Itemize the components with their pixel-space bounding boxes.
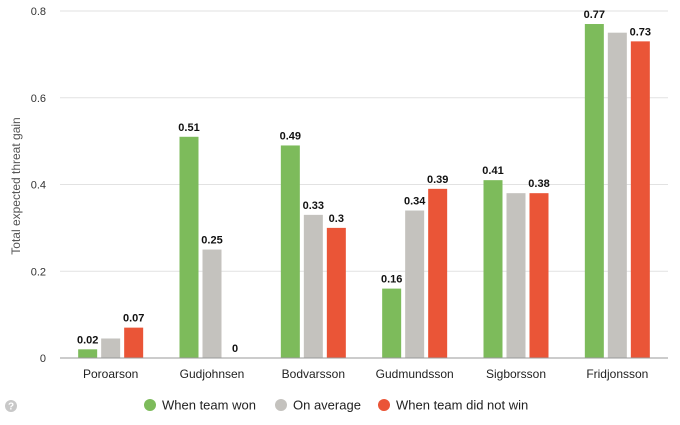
bar[interactable] [326, 227, 346, 358]
question-circle-icon[interactable]: ? [5, 400, 17, 413]
data-label: 0.33 [303, 200, 324, 212]
data-label: 0.16 [381, 274, 402, 286]
bars [78, 24, 650, 359]
x-axis-categories: Poroarson Gudjohnsen Bodvarsson Gudmundsson… [83, 367, 648, 381]
x-category-label: Gudjohnsen [180, 367, 245, 381]
grid-lines [60, 10, 668, 272]
bar[interactable] [405, 210, 425, 358]
bar[interactable] [529, 193, 549, 358]
data-label: 0.41 [482, 165, 503, 177]
data-label: 0.34 [404, 196, 426, 208]
bar[interactable] [179, 136, 199, 358]
x-category-label: Sigborsson [486, 367, 546, 381]
help-symbol: ? [8, 402, 14, 413]
x-category-label: Gudmundsson [376, 367, 454, 381]
x-category-label: Bodvarsson [282, 367, 345, 381]
data-label: 0.38 [528, 178, 549, 190]
data-label: 0.73 [630, 26, 651, 38]
y-tick-label: 0 [40, 353, 46, 365]
data-label: 0.3 [329, 213, 344, 225]
y-tick-label: 0.6 [31, 93, 46, 105]
y-axis-title: Total expected threat gain [9, 117, 23, 254]
legend-item[interactable]: On average [275, 398, 361, 413]
bar[interactable] [607, 32, 627, 358]
legend-label: When team won [162, 398, 256, 413]
legend-label: On average [293, 398, 361, 413]
data-label: 0.07 [123, 313, 144, 325]
data-label: 0.51 [178, 122, 199, 134]
legend-label: When team did not win [396, 398, 528, 413]
legend-marker [275, 399, 287, 411]
bar[interactable] [124, 327, 144, 358]
y-tick-label: 0.4 [31, 180, 46, 192]
y-axis-ticks: 0 0.2 0.4 0.6 0.8 [31, 6, 46, 365]
data-label: 0 [232, 343, 238, 355]
data-label: 0.25 [201, 235, 222, 247]
data-label: 0.49 [280, 130, 301, 142]
bar[interactable] [382, 288, 402, 358]
legend-item[interactable]: When team did not win [378, 398, 528, 413]
y-tick-label: 0.8 [31, 6, 46, 18]
legend-marker [144, 399, 156, 411]
bar[interactable] [483, 180, 503, 358]
bar[interactable] [506, 193, 526, 358]
legend-item[interactable]: When team won [144, 398, 256, 413]
legend: When team won On average When team did not… [144, 398, 528, 413]
x-category-label: Fridjonsson [586, 367, 648, 381]
data-label: 0.02 [77, 334, 98, 346]
bar[interactable] [303, 214, 323, 358]
data-label: 0.39 [427, 174, 448, 186]
legend-marker [378, 399, 390, 411]
bar[interactable] [584, 24, 604, 358]
data-label: 0.77 [584, 9, 605, 21]
x-category-label: Poroarson [83, 367, 138, 381]
bar[interactable] [428, 188, 448, 358]
bar[interactable] [78, 349, 98, 358]
y-tick-label: 0.2 [31, 266, 46, 278]
bar[interactable] [202, 249, 222, 358]
bar[interactable] [630, 41, 650, 359]
bar[interactable] [280, 145, 300, 358]
data-labels: 0.02 0.07 0.51 0.25 0 0.49 0.33 0.3 0.16 0.340.39… [77, 9, 651, 355]
bar[interactable] [101, 338, 121, 358]
